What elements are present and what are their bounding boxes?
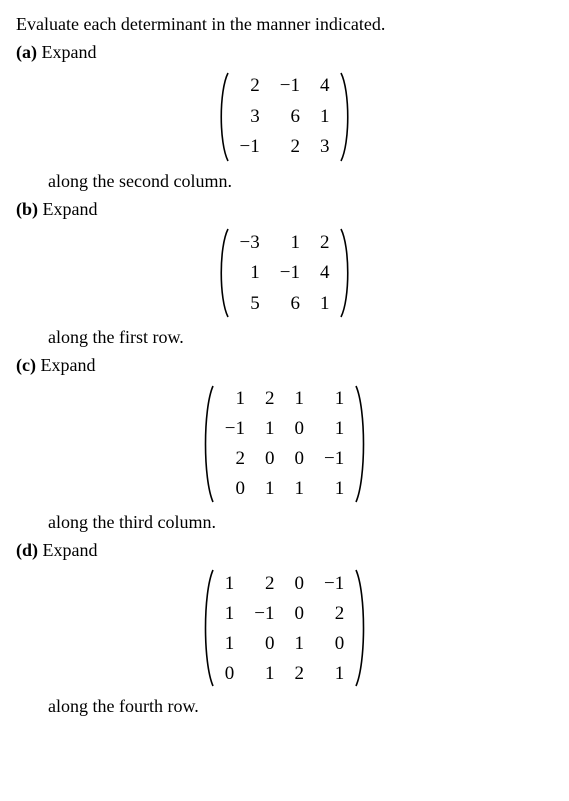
matrix-cell: 6 — [270, 101, 310, 132]
matrix-cell: 4 — [310, 71, 340, 102]
matrix-cell: 2 — [244, 568, 284, 598]
matrix-a-table: 2−14361−123 — [230, 71, 340, 163]
matrix-cell: 1 — [314, 414, 354, 444]
part-d-matrix: 120−11−10210100121 — [16, 568, 553, 688]
matrix-cell: −1 — [230, 132, 270, 163]
matrix-cell: 1 — [215, 568, 245, 598]
matrix-b-parens: −3121−14561 — [216, 227, 354, 319]
left-paren-icon — [216, 71, 230, 163]
right-paren-icon — [339, 71, 353, 163]
matrix-cell: 1 — [310, 101, 340, 132]
part-d-lead: Expand — [43, 540, 98, 560]
matrix-cell: −1 — [244, 598, 284, 628]
part-b-header: (b) Expand — [16, 197, 553, 221]
right-paren-icon — [354, 568, 369, 688]
matrix-cell: 1 — [314, 384, 354, 414]
matrix-b-table: −3121−14561 — [230, 227, 340, 319]
part-b-matrix: −3121−14561 — [16, 227, 553, 319]
matrix-cell: −1 — [314, 444, 354, 474]
part-a-label: (a) — [16, 42, 37, 62]
matrix-cell: 3 — [310, 132, 340, 163]
matrix-cell: 1 — [270, 227, 310, 258]
right-paren-icon — [339, 227, 353, 319]
matrix-cell: 1 — [215, 628, 245, 658]
matrix-cell: 1 — [314, 658, 354, 688]
matrix-cell: 1 — [310, 289, 340, 320]
matrix-cell: 1 — [255, 474, 285, 504]
matrix-cell: 6 — [270, 289, 310, 320]
matrix-cell: −1 — [314, 568, 354, 598]
matrix-cell: 2 — [310, 227, 340, 258]
part-a-lead: Expand — [42, 42, 97, 62]
matrix-c-parens: 1211−1101200−10111 — [200, 384, 369, 504]
part-b-label: (b) — [16, 199, 38, 219]
part-b-instruction: along the first row. — [48, 325, 553, 349]
matrix-cell: 1 — [255, 414, 285, 444]
matrix-cell: −3 — [230, 227, 270, 258]
matrix-cell: 0 — [314, 628, 354, 658]
matrix-cell: 0 — [285, 598, 315, 628]
matrix-cell: 1 — [285, 474, 315, 504]
part-a-header: (a) Expand — [16, 40, 553, 64]
matrix-cell: 0 — [215, 658, 245, 688]
part-d-header: (d) Expand — [16, 538, 553, 562]
problem-prompt: Evaluate each determinant in the manner … — [16, 12, 553, 36]
matrix-cell: −1 — [270, 258, 310, 289]
matrix-cell: 1 — [215, 384, 255, 414]
matrix-cell: 1 — [215, 598, 245, 628]
matrix-d-table: 120−11−10210100121 — [215, 568, 354, 688]
matrix-c-table: 1211−1101200−10111 — [215, 384, 354, 504]
part-a-instruction: along the second column. — [48, 169, 553, 193]
left-paren-icon — [216, 227, 230, 319]
left-paren-icon — [200, 384, 215, 504]
part-a-matrix: 2−14361−123 — [16, 71, 553, 163]
matrix-cell: 0 — [215, 474, 255, 504]
part-c-label: (c) — [16, 355, 36, 375]
matrix-a-parens: 2−14361−123 — [216, 71, 354, 163]
matrix-cell: 2 — [285, 658, 315, 688]
matrix-cell: 3 — [230, 101, 270, 132]
matrix-cell: 0 — [255, 444, 285, 474]
part-d-instruction: along the fourth row. — [48, 694, 553, 718]
part-c-matrix: 1211−1101200−10111 — [16, 384, 553, 504]
matrix-cell: 2 — [270, 132, 310, 163]
matrix-cell: 1 — [285, 628, 315, 658]
right-paren-icon — [354, 384, 369, 504]
left-paren-icon — [200, 568, 215, 688]
part-b-lead: Expand — [43, 199, 98, 219]
matrix-cell: 2 — [255, 384, 285, 414]
matrix-cell: 1 — [314, 474, 354, 504]
matrix-cell: −1 — [215, 414, 255, 444]
part-d-label: (d) — [16, 540, 38, 560]
matrix-cell: 4 — [310, 258, 340, 289]
matrix-cell: 2 — [215, 444, 255, 474]
matrix-cell: 2 — [230, 71, 270, 102]
matrix-cell: −1 — [270, 71, 310, 102]
part-c-header: (c) Expand — [16, 353, 553, 377]
matrix-cell: 5 — [230, 289, 270, 320]
part-c-lead: Expand — [40, 355, 95, 375]
matrix-cell: 1 — [230, 258, 270, 289]
matrix-cell: 0 — [285, 414, 315, 444]
matrix-cell: 1 — [285, 384, 315, 414]
matrix-cell: 1 — [244, 658, 284, 688]
matrix-cell: 0 — [285, 444, 315, 474]
matrix-cell: 0 — [285, 568, 315, 598]
matrix-d-parens: 120−11−10210100121 — [200, 568, 369, 688]
part-c-instruction: along the third column. — [48, 510, 553, 534]
matrix-cell: 2 — [314, 598, 354, 628]
matrix-cell: 0 — [244, 628, 284, 658]
